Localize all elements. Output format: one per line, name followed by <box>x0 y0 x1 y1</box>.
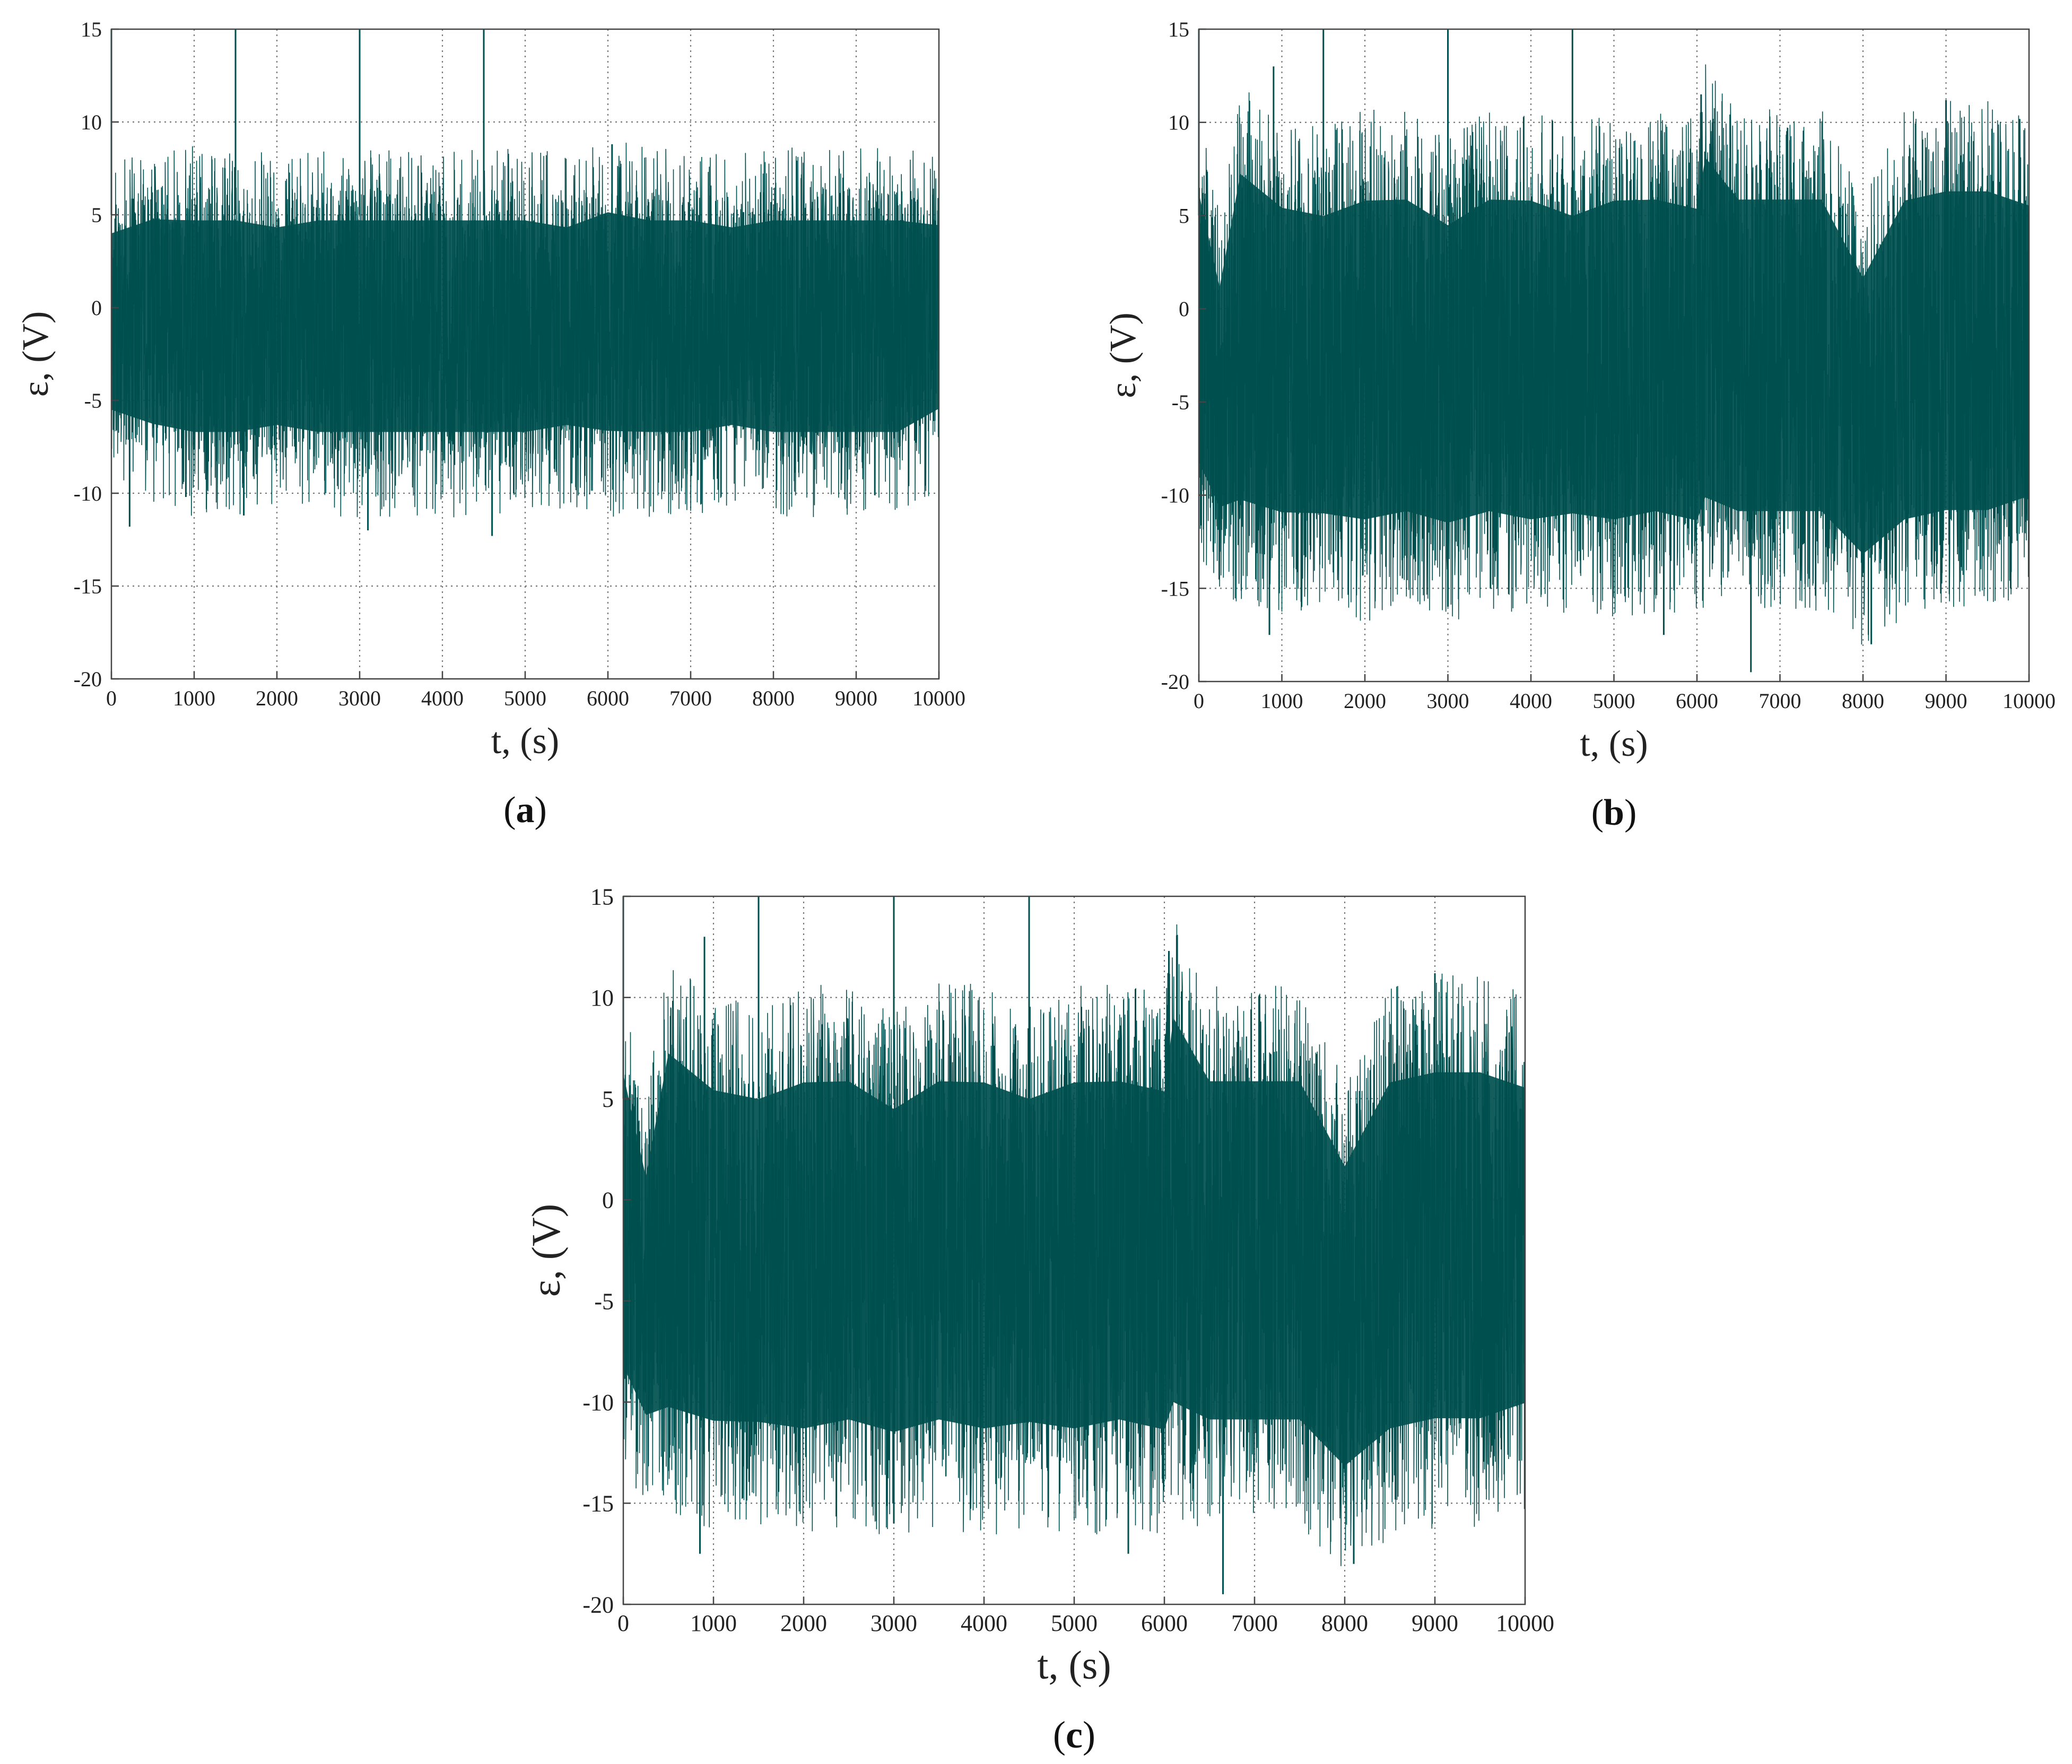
x-tick-label: 6000 <box>587 686 629 710</box>
x-axis-title: t, (s) <box>491 721 559 762</box>
x-tick-label: 8000 <box>752 686 795 710</box>
x-tick-label: 3000 <box>870 1610 917 1636</box>
y-tick-label: -20 <box>582 1592 614 1618</box>
chart-c-svg: 0 1000 2000 3000 4000 5000 6000 7000 8000 9000 100… <box>524 884 1554 1756</box>
x-tick-label: 4000 <box>961 1610 1007 1636</box>
y-tick-label: -10 <box>582 1390 614 1416</box>
y-tick-label: 0 <box>1179 297 1189 321</box>
chart-a-svg: 0 1000 2000 3000 4000 5000 6000 7000 8000 9000 100… <box>15 18 965 831</box>
x-tick-label: 7000 <box>1759 689 1801 713</box>
chart-panel-c: 0 1000 2000 3000 4000 5000 6000 7000 8000 9000 100… <box>509 870 1597 1764</box>
x-tick-label: 7000 <box>669 686 712 710</box>
panel-caption: (a) <box>503 790 547 831</box>
y-tick-label: 5 <box>1179 204 1189 228</box>
x-tick-label: 10000 <box>912 686 965 710</box>
panel-caption-letter: a <box>516 790 535 831</box>
x-tick-label: 10000 <box>2003 689 2056 713</box>
y-axis-title: ε, (V) <box>1103 312 1144 398</box>
y-tick-label: -5 <box>1172 390 1189 414</box>
x-tick-label: 5000 <box>1051 1610 1098 1636</box>
x-tick-label: 1000 <box>1261 689 1303 713</box>
y-tick-label: -10 <box>74 482 102 505</box>
y-tick-label: -15 <box>582 1491 614 1517</box>
chart-panel-b: 0 1000 2000 3000 4000 5000 6000 7000 8000 9000 100… <box>1087 0 2072 849</box>
x-axis-title: t, (s) <box>1037 1643 1111 1688</box>
panel-caption-letter: c <box>1066 1714 1083 1756</box>
y-tick-label: 0 <box>91 296 102 320</box>
x-tick-label: 10000 <box>1496 1610 1554 1636</box>
x-tick-label: 1000 <box>173 686 215 710</box>
chart-b-svg: 0 1000 2000 3000 4000 5000 6000 7000 8000 9000 100… <box>1103 18 2056 833</box>
x-tick-label: 5000 <box>1593 689 1635 713</box>
x-tick-label: 9000 <box>1412 1610 1458 1636</box>
x-tick-label: 3000 <box>1427 689 1469 713</box>
x-axis-title: t, (s) <box>1580 723 1648 764</box>
panel-caption: (c) <box>1053 1714 1095 1756</box>
signal-core-band <box>111 212 939 432</box>
y-tick-label: 10 <box>590 985 614 1011</box>
y-tick-label: 5 <box>602 1086 614 1112</box>
x-tick-label: 8000 <box>1321 1610 1368 1636</box>
x-tick-label: 9000 <box>1925 689 1967 713</box>
y-axis-title: ε, (V) <box>15 311 56 397</box>
x-tick-label: 6000 <box>1676 689 1718 713</box>
y-tick-label: 15 <box>1168 18 1189 41</box>
y-tick-label: -20 <box>74 667 102 691</box>
x-tick-label: 0 <box>617 1610 629 1636</box>
y-tick-label: 15 <box>81 18 102 41</box>
x-tick-label: 5000 <box>504 686 546 710</box>
x-tick-label: 2000 <box>780 1610 827 1636</box>
panel-caption-letter: b <box>1604 792 1624 833</box>
y-tick-label: 5 <box>91 203 102 227</box>
x-tick-label: 0 <box>106 686 117 710</box>
y-tick-label: 0 <box>602 1187 614 1213</box>
y-tick-label: 15 <box>590 884 614 910</box>
y-tick-label: 10 <box>81 110 102 134</box>
signal-core-band <box>623 1017 1525 1466</box>
y-axis-title: ε, (V) <box>524 1204 569 1297</box>
y-tick-label: -5 <box>594 1288 614 1314</box>
x-tick-label: 6000 <box>1141 1610 1188 1636</box>
y-tick-label: -20 <box>1161 670 1189 694</box>
x-tick-label: 2000 <box>256 686 298 710</box>
x-tick-label: 1000 <box>690 1610 737 1636</box>
y-tick-label: -10 <box>1161 484 1189 508</box>
x-tick-label: 8000 <box>1842 689 1884 713</box>
x-tick-label: 2000 <box>1344 689 1386 713</box>
y-tick-label: -15 <box>1161 577 1189 600</box>
x-tick-label: 0 <box>1194 689 1204 713</box>
y-tick-label: -5 <box>84 389 102 413</box>
x-tick-label: 4000 <box>1510 689 1552 713</box>
x-tick-label: 7000 <box>1231 1610 1278 1636</box>
x-tick-label: 3000 <box>338 686 381 710</box>
signal-core-band <box>1199 157 2029 554</box>
panel-caption: (b) <box>1591 792 1637 833</box>
y-tick-label: -15 <box>74 574 102 598</box>
x-tick-label: 4000 <box>421 686 464 710</box>
chart-panel-a: 0 1000 2000 3000 4000 5000 6000 7000 8000 9000 100… <box>0 0 1036 849</box>
x-tick-label: 9000 <box>835 686 877 710</box>
y-tick-label: 10 <box>1168 111 1189 135</box>
